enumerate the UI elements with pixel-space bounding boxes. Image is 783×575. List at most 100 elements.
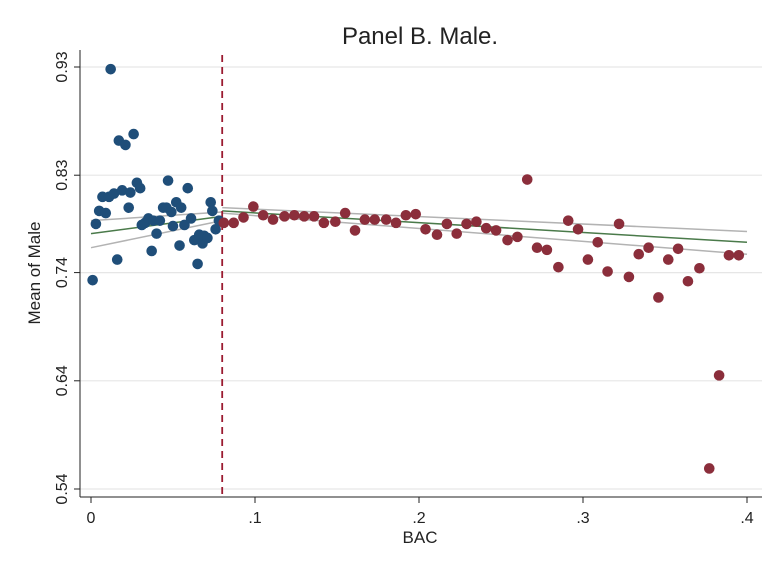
- data-point: [90, 218, 102, 230]
- data-point: [105, 63, 116, 75]
- data-point: [248, 201, 259, 212]
- data-point: [210, 224, 221, 235]
- data-point: [480, 222, 492, 234]
- data-point: [431, 229, 443, 241]
- data-point: [146, 245, 157, 257]
- data-point: [228, 217, 239, 229]
- y-tick-label: 0.83: [54, 160, 71, 191]
- data-point: [267, 214, 279, 225]
- data-point: [116, 185, 128, 196]
- data-point: [369, 214, 381, 225]
- fit-line: [90, 215, 223, 235]
- data-point: [359, 214, 371, 225]
- data-point: [420, 224, 431, 235]
- data-point: [87, 274, 98, 286]
- y-tick-label: 0.74: [54, 257, 71, 288]
- data-point: [179, 219, 190, 231]
- y-axis-label: Mean of Male: [25, 222, 44, 325]
- data-point: [602, 266, 613, 277]
- ci-upper-line: [222, 206, 748, 233]
- chart-title: Panel B. Male.: [342, 23, 498, 50]
- data-point: [175, 202, 187, 213]
- data-point: [410, 208, 422, 220]
- data-point: [380, 214, 392, 225]
- data-point: [349, 225, 361, 236]
- data-point: [733, 249, 745, 261]
- data-point: [531, 242, 543, 254]
- x-tick-label: .4: [740, 510, 753, 527]
- data-point: [400, 209, 412, 221]
- data-point: [471, 216, 482, 228]
- x-axis-label: BAC: [403, 528, 438, 547]
- data-point: [502, 234, 513, 246]
- data-point: [185, 213, 197, 224]
- x-tick-label: .1: [248, 510, 261, 527]
- data-point: [572, 224, 584, 235]
- data-point: [682, 275, 694, 287]
- data-point: [330, 216, 341, 228]
- data-point: [289, 209, 300, 221]
- data-point: [723, 249, 735, 261]
- data-point: [713, 370, 725, 381]
- data-point: [490, 225, 502, 236]
- data-point: [154, 215, 166, 226]
- data-point: [512, 231, 523, 243]
- data-point: [257, 209, 269, 221]
- data-point: [238, 212, 249, 223]
- data-point: [202, 232, 213, 244]
- data-point: [308, 211, 320, 222]
- data-point: [207, 205, 218, 217]
- data-point: [134, 182, 146, 194]
- data-point: [166, 206, 177, 218]
- data-point: [672, 243, 684, 255]
- data-point: [100, 207, 112, 219]
- data-point: [167, 220, 179, 232]
- data-point: [120, 139, 131, 151]
- data-point: [279, 211, 290, 222]
- x-tick-label: .3: [576, 510, 589, 527]
- data-point: [633, 248, 645, 260]
- data-point: [613, 218, 625, 230]
- data-point: [182, 182, 194, 194]
- x-tick-label: 0: [87, 510, 96, 527]
- data-point: [451, 228, 463, 239]
- data-point: [151, 228, 162, 239]
- data-point: [653, 292, 664, 303]
- grid-lines: [80, 66, 762, 490]
- x-tick-label: .2: [412, 510, 425, 527]
- ci-upper-line: [90, 211, 223, 222]
- axes: 0.54 0.64 0.74 0.83 0.93 0 .1 .2 .3 .4: [54, 50, 762, 527]
- data-point: [205, 196, 217, 208]
- data-points: [87, 63, 745, 474]
- data-point: [218, 217, 230, 229]
- data-point: [123, 202, 135, 213]
- y-tick-label: 0.54: [54, 473, 71, 504]
- data-point: [623, 271, 635, 283]
- data-point: [298, 211, 310, 222]
- data-point: [562, 215, 574, 226]
- y-tick-label: 0.64: [54, 365, 71, 396]
- data-point: [162, 175, 174, 186]
- data-point: [108, 188, 120, 199]
- data-point: [694, 262, 705, 274]
- data-point: [318, 217, 330, 229]
- data-point: [441, 218, 453, 230]
- data-point: [125, 187, 136, 198]
- data-point: [461, 218, 472, 230]
- data-point: [174, 240, 185, 251]
- data-point: [390, 217, 402, 229]
- data-point: [521, 174, 533, 185]
- data-point: [553, 261, 564, 273]
- ci-lower-line: [222, 212, 748, 255]
- data-point: [192, 258, 203, 270]
- data-point: [111, 254, 123, 265]
- data-point: [128, 128, 139, 140]
- data-point: [662, 254, 674, 265]
- y-tick-label: 0.93: [54, 51, 71, 82]
- data-point: [703, 463, 715, 474]
- data-point: [339, 207, 351, 219]
- data-point: [582, 254, 594, 265]
